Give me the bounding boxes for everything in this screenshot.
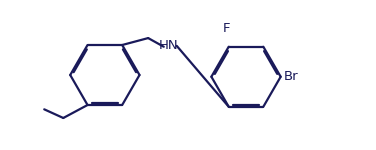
Text: F: F	[223, 22, 231, 35]
Text: HN: HN	[158, 39, 178, 52]
Text: Br: Br	[284, 70, 299, 83]
